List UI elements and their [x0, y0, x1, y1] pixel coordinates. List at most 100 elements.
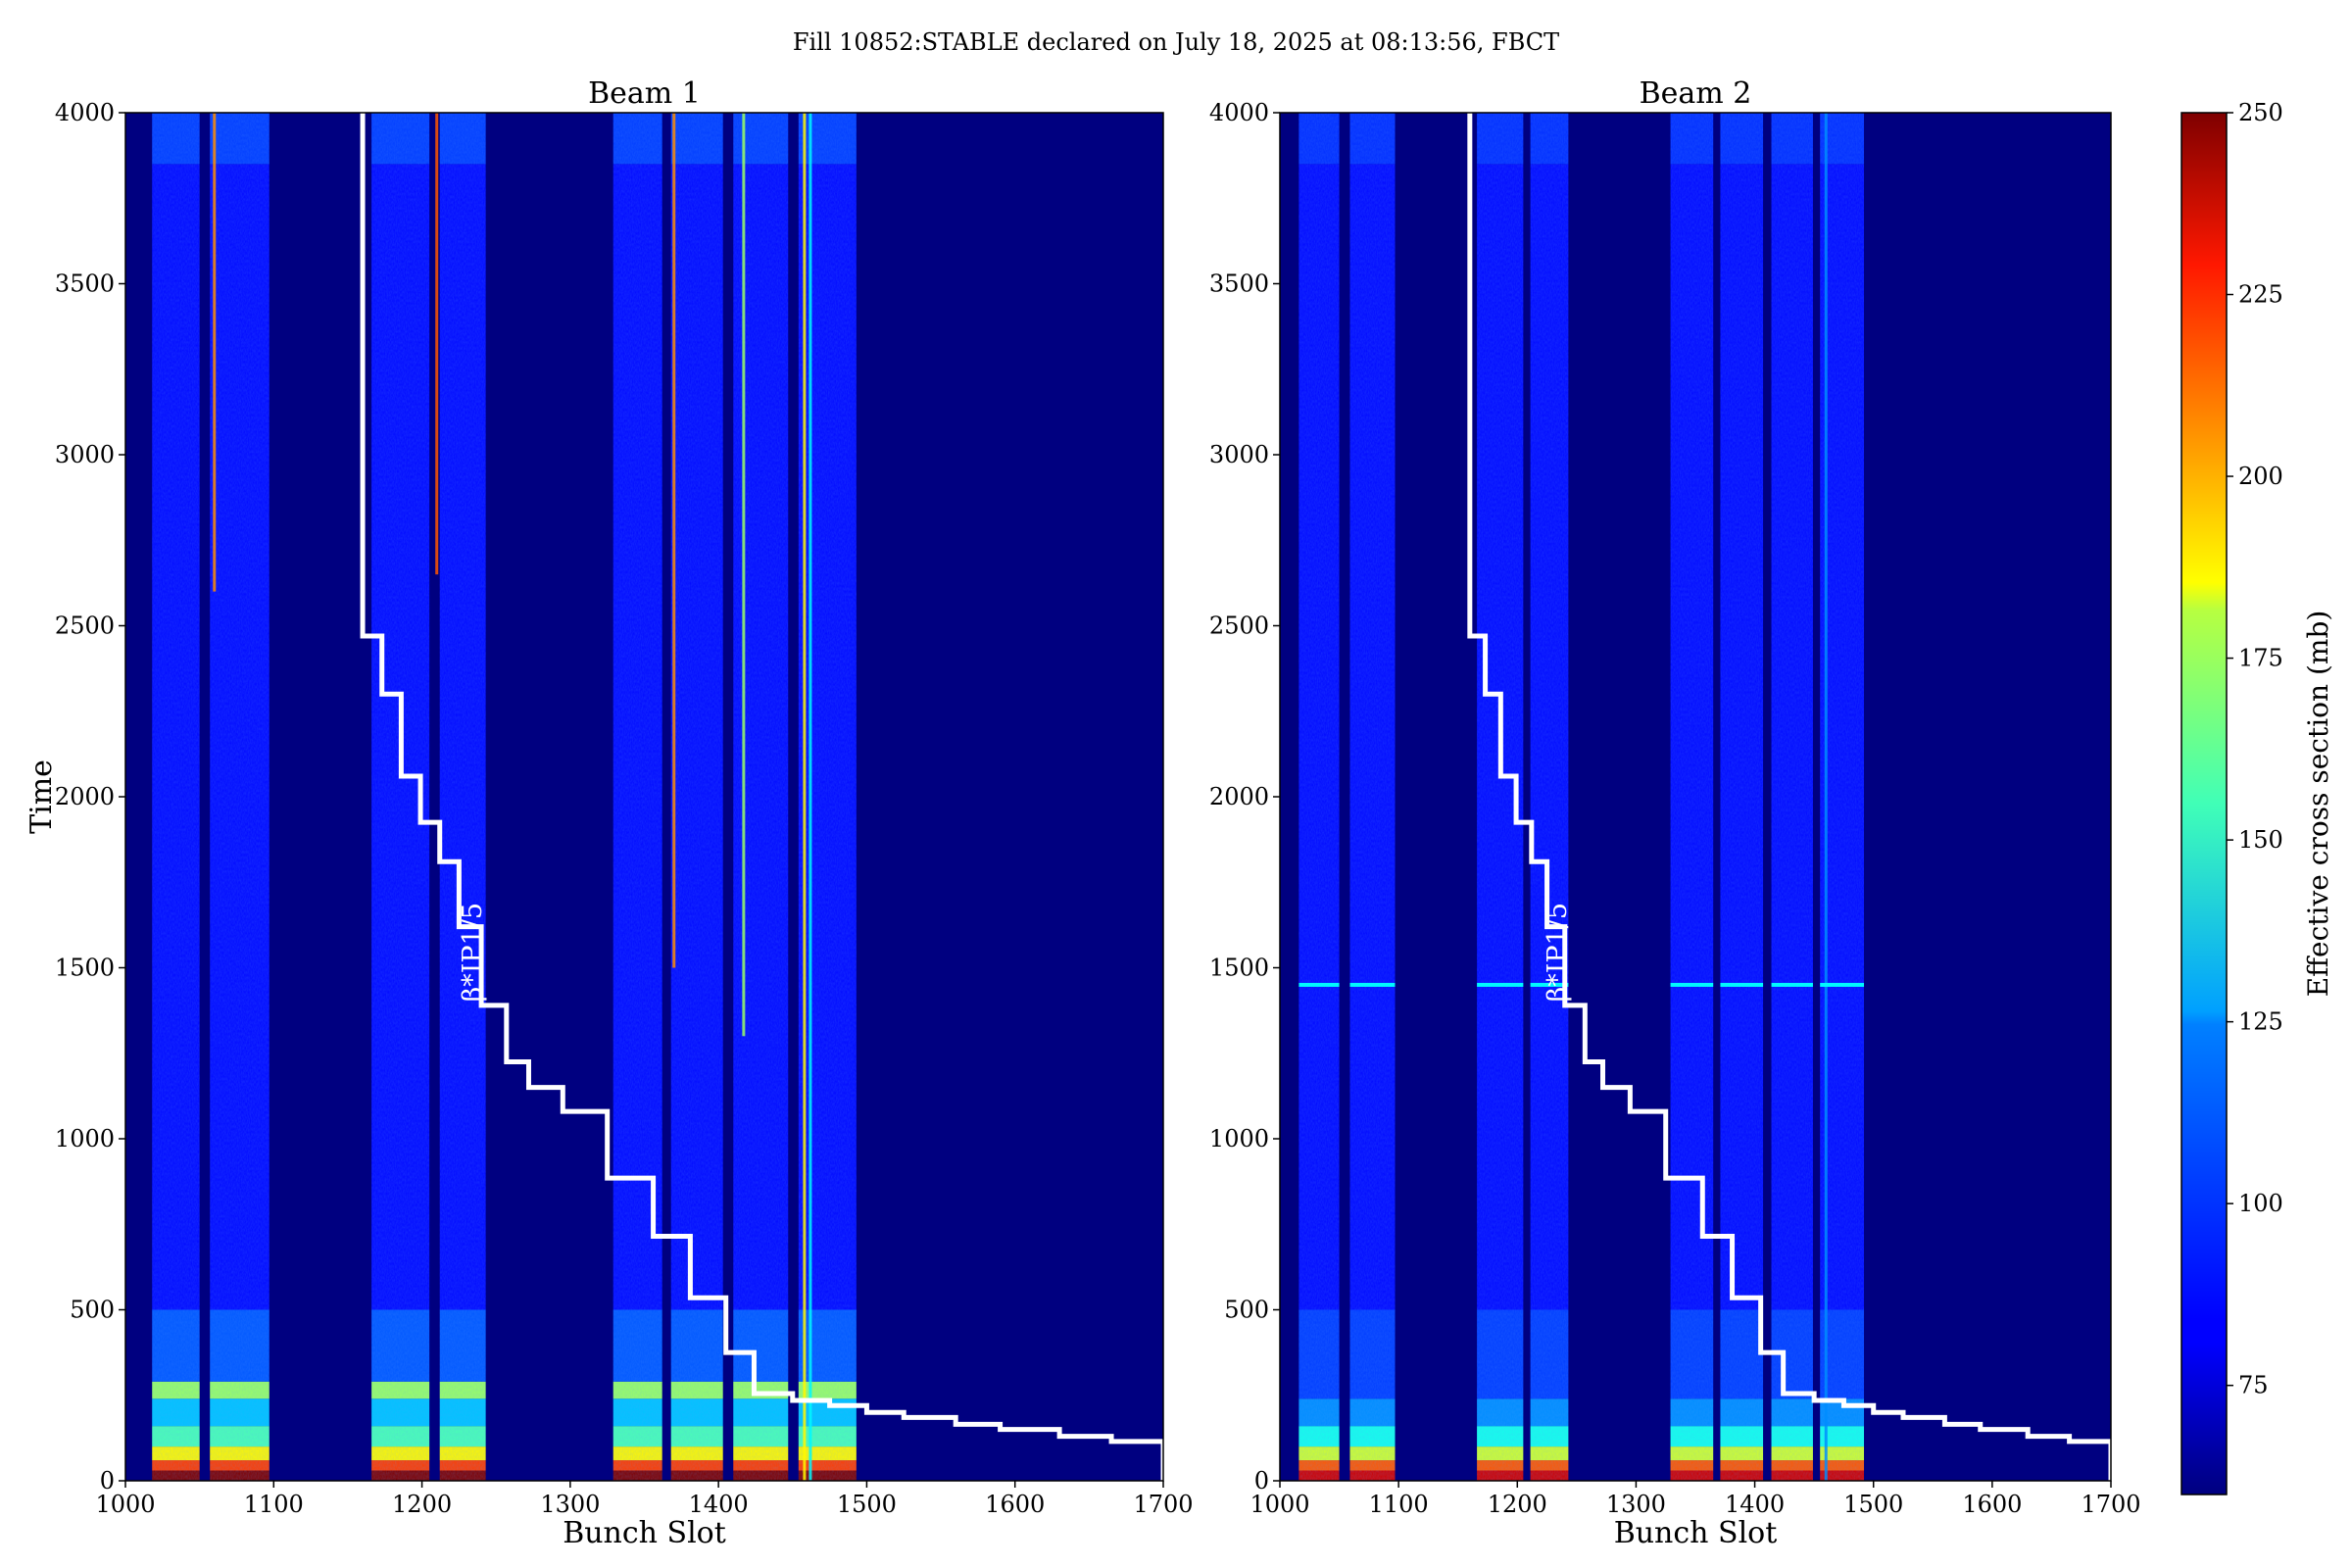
bunch-train [152, 113, 200, 1481]
colorbar: 75 100 125 150 175 200 225 250 Effective cross … [2180, 99, 2334, 1495]
y-tick-label: 2500 [55, 612, 115, 640]
x-tick-label: 1600 [1962, 1491, 2022, 1518]
bunch-train [1771, 113, 1813, 1481]
y-tick-label: 0 [100, 1467, 115, 1494]
heat-texture [1349, 113, 1396, 1481]
heat-texture [1298, 113, 1340, 1481]
colorbar-tick-label: 100 [2238, 1190, 2283, 1217]
heat-texture [1530, 113, 1569, 1481]
y-tick-label: 2500 [1209, 612, 1269, 640]
flash-line [1298, 982, 1340, 987]
y-tick-label: 500 [1224, 1297, 1269, 1324]
x-tick-label: 1700 [2081, 1491, 2140, 1518]
colorbar-tick-label: 125 [2238, 1008, 2283, 1036]
panel-beam-2: β*IP1/5 Beam 2 1000 1100 1200 1300 1400 1500 160… [1209, 76, 2141, 1550]
colorbar-tick-label: 250 [2238, 99, 2283, 126]
bunch-train [439, 113, 486, 1481]
x-tick-label: 1300 [1606, 1491, 1666, 1518]
y-axis-label: Time [24, 760, 59, 834]
flash-line [1530, 982, 1569, 987]
beta-star-curve [1467, 113, 2114, 1481]
panel-beam-1: β*IP1/5 Beam 1 1000 1100 1200 1300 1400 1500 160… [24, 76, 1194, 1550]
colorbar-ticks: 75 100 125 150 175 200 225 250 [2227, 99, 2283, 1399]
hot-bunch-streak [435, 113, 439, 575]
hot-bunch-streak [1824, 113, 1828, 1481]
heat-texture [1670, 113, 1714, 1481]
bunch-train [1530, 113, 1569, 1481]
bunch-train [1349, 113, 1396, 1481]
hot-bunch-streak [742, 113, 746, 1037]
y-tick-label: 4000 [1209, 99, 1269, 126]
y-tick-label: 0 [1254, 1467, 1269, 1494]
heat-texture [1771, 113, 1813, 1481]
x-axis-label: Bunch Slot [1614, 1516, 1778, 1550]
beta-star-label: β*IP1/5 [1543, 903, 1573, 1002]
y-tick-label: 500 [70, 1297, 115, 1324]
hot-bunch-streak [808, 113, 812, 1481]
x-tick-label: 1600 [985, 1491, 1045, 1518]
colorbar-tick-label: 75 [2238, 1372, 2269, 1399]
y-tick-label: 3000 [55, 441, 115, 468]
panel-title: Beam 1 [588, 76, 701, 111]
x-tick-label: 1500 [837, 1491, 897, 1518]
hot-bunch-streak [213, 113, 217, 592]
beta-star-curve [360, 113, 1166, 1481]
heat-texture [612, 113, 662, 1481]
heat-texture [152, 113, 200, 1481]
flash-line [1477, 982, 1524, 987]
hot-bunch-streak [803, 113, 807, 1481]
bunch-train [210, 113, 270, 1481]
x-axis-label: Bunch Slot [563, 1516, 726, 1550]
colorbar-label: Effective cross section (mb) [2302, 611, 2334, 998]
x-tick-label: 1700 [1133, 1491, 1193, 1518]
y-tick-label: 3500 [55, 270, 115, 298]
y-tick-label: 4000 [55, 99, 115, 126]
heat-texture [1720, 113, 1764, 1481]
x-tick-label: 1200 [1488, 1491, 1547, 1518]
figure-title: Fill 10852:STABLE declared on July 18, 2… [793, 28, 1559, 56]
beta-star-label: β*IP1/5 [458, 903, 488, 1002]
x-tick-label: 1500 [1843, 1491, 1903, 1518]
bunch-train [798, 113, 857, 1481]
y-tick-label: 2000 [55, 783, 115, 810]
flash-line [1771, 982, 1813, 987]
y-tick-label: 1500 [55, 955, 115, 982]
heat-texture [798, 113, 857, 1481]
colorbar-tick-label: 225 [2238, 281, 2283, 309]
x-tick-label: 1300 [540, 1491, 600, 1518]
panel-title: Beam 2 [1640, 76, 1752, 111]
x-tick-label: 1400 [689, 1491, 749, 1518]
y-tick-label: 1000 [1209, 1125, 1269, 1152]
x-tick-label: 1000 [95, 1491, 155, 1518]
x-tick-label: 1400 [1725, 1491, 1785, 1518]
bunch-train [670, 113, 723, 1481]
x-tick-label: 1100 [244, 1491, 304, 1518]
bunch-train [1720, 113, 1764, 1481]
bunch-train [733, 113, 789, 1481]
flash-line [1820, 982, 1865, 987]
heat-texture [733, 113, 789, 1481]
colorbar-tick-label: 175 [2238, 645, 2283, 672]
bunch-train [612, 113, 662, 1481]
y-tick-label: 1000 [55, 1125, 115, 1152]
bunch-train [1298, 113, 1340, 1481]
y-tick-label: 3000 [1209, 441, 1269, 468]
x-tick-label: 1200 [392, 1491, 452, 1518]
hot-bunch-streak [672, 113, 676, 968]
y-tick-label: 1500 [1209, 955, 1269, 982]
colorbar-tick-label: 200 [2238, 463, 2283, 490]
flash-line [1670, 982, 1714, 987]
flash-line [1720, 982, 1764, 987]
bunch-train [1670, 113, 1714, 1481]
colorbar-gradient [2180, 112, 2228, 1495]
heat-texture [439, 113, 486, 1481]
heat-texture [670, 113, 723, 1481]
colorbar-tick-label: 150 [2238, 826, 2283, 854]
y-tick-label: 3500 [1209, 270, 1269, 298]
heat-texture [210, 113, 270, 1481]
flash-line [1349, 982, 1396, 987]
bunch-train [371, 113, 430, 1481]
x-tick-label: 1000 [1250, 1491, 1309, 1518]
y-tick-label: 2000 [1209, 783, 1269, 810]
